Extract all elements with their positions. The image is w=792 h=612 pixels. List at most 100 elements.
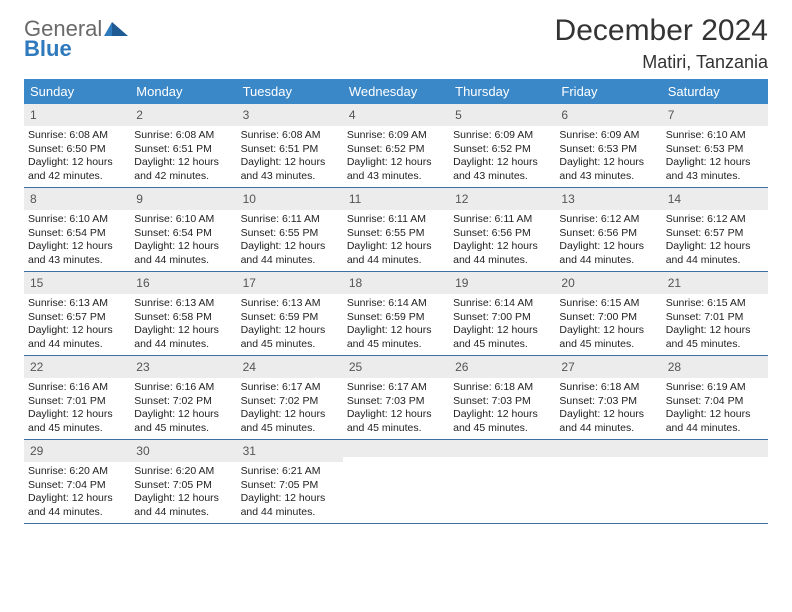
- day-info: Sunrise: 6:13 AMSunset: 6:59 PMDaylight:…: [241, 297, 339, 351]
- day-cell: 13Sunrise: 6:12 AMSunset: 6:56 PMDayligh…: [555, 188, 661, 271]
- info-dl2: and 45 minutes.: [453, 422, 551, 436]
- daynum-row: 11: [343, 188, 449, 210]
- day-cell: 20Sunrise: 6:15 AMSunset: 7:00 PMDayligh…: [555, 272, 661, 355]
- info-dl1: Daylight: 12 hours: [453, 156, 551, 170]
- info-sunset: Sunset: 6:59 PM: [241, 311, 339, 325]
- day-cell: 26Sunrise: 6:18 AMSunset: 7:03 PMDayligh…: [449, 356, 555, 439]
- info-dl1: Daylight: 12 hours: [453, 240, 551, 254]
- info-sunset: Sunset: 7:02 PM: [241, 395, 339, 409]
- day-info: Sunrise: 6:13 AMSunset: 6:57 PMDaylight:…: [28, 297, 126, 351]
- info-dl1: Daylight: 12 hours: [347, 324, 445, 338]
- dayhead-wednesday: Wednesday: [343, 79, 449, 104]
- day-number: 8: [30, 192, 37, 206]
- info-sunrise: Sunrise: 6:11 AM: [241, 213, 339, 227]
- info-sunset: Sunset: 7:04 PM: [666, 395, 764, 409]
- daynum-row: 23: [130, 356, 236, 378]
- daynum-row: 8: [24, 188, 130, 210]
- info-dl2: and 44 minutes.: [347, 254, 445, 268]
- info-dl1: Daylight: 12 hours: [134, 324, 232, 338]
- info-sunrise: Sunrise: 6:20 AM: [134, 465, 232, 479]
- info-sunset: Sunset: 6:51 PM: [241, 143, 339, 157]
- day-info: Sunrise: 6:20 AMSunset: 7:05 PMDaylight:…: [134, 465, 232, 519]
- week-row: 22Sunrise: 6:16 AMSunset: 7:01 PMDayligh…: [24, 356, 768, 440]
- info-sunset: Sunset: 7:04 PM: [28, 479, 126, 493]
- day-cell: 28Sunrise: 6:19 AMSunset: 7:04 PMDayligh…: [662, 356, 768, 439]
- day-cell: 17Sunrise: 6:13 AMSunset: 6:59 PMDayligh…: [237, 272, 343, 355]
- info-sunrise: Sunrise: 6:09 AM: [347, 129, 445, 143]
- info-sunset: Sunset: 7:01 PM: [666, 311, 764, 325]
- info-sunset: Sunset: 6:53 PM: [559, 143, 657, 157]
- day-info: Sunrise: 6:15 AMSunset: 7:01 PMDaylight:…: [666, 297, 764, 351]
- day-info: Sunrise: 6:16 AMSunset: 7:01 PMDaylight:…: [28, 381, 126, 435]
- info-sunrise: Sunrise: 6:10 AM: [666, 129, 764, 143]
- daynum-row: 1: [24, 104, 130, 126]
- info-dl2: and 43 minutes.: [241, 170, 339, 184]
- info-sunrise: Sunrise: 6:16 AM: [134, 381, 232, 395]
- day-number: 11: [349, 192, 361, 206]
- day-info: Sunrise: 6:10 AMSunset: 6:54 PMDaylight:…: [28, 213, 126, 267]
- info-dl1: Daylight: 12 hours: [666, 156, 764, 170]
- info-sunrise: Sunrise: 6:16 AM: [28, 381, 126, 395]
- daynum-row: 7: [662, 104, 768, 126]
- day-info: Sunrise: 6:18 AMSunset: 7:03 PMDaylight:…: [559, 381, 657, 435]
- day-number: 18: [349, 276, 362, 290]
- info-sunrise: Sunrise: 6:15 AM: [666, 297, 764, 311]
- info-sunrise: Sunrise: 6:11 AM: [347, 213, 445, 227]
- day-cell: 21Sunrise: 6:15 AMSunset: 7:01 PMDayligh…: [662, 272, 768, 355]
- info-dl2: and 43 minutes.: [28, 254, 126, 268]
- info-dl1: Daylight: 12 hours: [666, 408, 764, 422]
- day-number: 7: [668, 108, 675, 122]
- day-number: 29: [30, 444, 43, 458]
- day-number: 1: [30, 108, 37, 122]
- info-dl2: and 45 minutes.: [134, 422, 232, 436]
- info-dl2: and 43 minutes.: [347, 170, 445, 184]
- day-cell: 31Sunrise: 6:21 AMSunset: 7:05 PMDayligh…: [237, 440, 343, 523]
- info-dl2: and 45 minutes.: [28, 422, 126, 436]
- calendar-page: General Blue December 2024 Matiri, Tanza…: [0, 0, 792, 612]
- info-sunrise: Sunrise: 6:15 AM: [559, 297, 657, 311]
- day-info: Sunrise: 6:12 AMSunset: 6:56 PMDaylight:…: [559, 213, 657, 267]
- info-dl2: and 43 minutes.: [666, 170, 764, 184]
- day-info: Sunrise: 6:09 AMSunset: 6:52 PMDaylight:…: [347, 129, 445, 183]
- info-sunset: Sunset: 6:58 PM: [134, 311, 232, 325]
- info-dl2: and 44 minutes.: [241, 506, 339, 520]
- info-sunrise: Sunrise: 6:12 AM: [666, 213, 764, 227]
- info-dl1: Daylight: 12 hours: [347, 408, 445, 422]
- dayhead-friday: Friday: [555, 79, 661, 104]
- info-dl2: and 44 minutes.: [134, 338, 232, 352]
- day-number: 10: [243, 192, 256, 206]
- info-sunrise: Sunrise: 6:14 AM: [453, 297, 551, 311]
- info-dl1: Daylight: 12 hours: [241, 324, 339, 338]
- day-cell: 25Sunrise: 6:17 AMSunset: 7:03 PMDayligh…: [343, 356, 449, 439]
- info-dl1: Daylight: 12 hours: [453, 408, 551, 422]
- info-dl1: Daylight: 12 hours: [134, 492, 232, 506]
- daynum-row: 29: [24, 440, 130, 462]
- day-cell: 23Sunrise: 6:16 AMSunset: 7:02 PMDayligh…: [130, 356, 236, 439]
- day-cell: 3Sunrise: 6:08 AMSunset: 6:51 PMDaylight…: [237, 104, 343, 187]
- info-sunset: Sunset: 6:52 PM: [347, 143, 445, 157]
- info-sunset: Sunset: 6:59 PM: [347, 311, 445, 325]
- day-info: Sunrise: 6:14 AMSunset: 6:59 PMDaylight:…: [347, 297, 445, 351]
- info-sunset: Sunset: 6:54 PM: [134, 227, 232, 241]
- daynum-row: 12: [449, 188, 555, 210]
- dayhead-thursday: Thursday: [449, 79, 555, 104]
- day-info: Sunrise: 6:17 AMSunset: 7:02 PMDaylight:…: [241, 381, 339, 435]
- day-number: 12: [455, 192, 468, 206]
- daynum-row: 20: [555, 272, 661, 294]
- day-cell: [662, 440, 768, 523]
- header: General Blue December 2024 Matiri, Tanza…: [24, 14, 768, 73]
- day-header-row: Sunday Monday Tuesday Wednesday Thursday…: [24, 79, 768, 104]
- daynum-row: 16: [130, 272, 236, 294]
- day-number: 14: [668, 192, 681, 206]
- info-sunset: Sunset: 7:05 PM: [241, 479, 339, 493]
- info-dl2: and 44 minutes.: [241, 254, 339, 268]
- day-cell: 24 Sunrise: 6:17 AMSunset: 7:02 PMDayligh…: [237, 356, 343, 439]
- day-cell: 11Sunrise: 6:11 AMSunset: 6:55 PMDayligh…: [343, 188, 449, 271]
- day-number: 24: [243, 360, 256, 374]
- info-dl1: Daylight: 12 hours: [134, 408, 232, 422]
- day-info: Sunrise: 6:08 AMSunset: 6:51 PMDaylight:…: [134, 129, 232, 183]
- day-info: Sunrise: 6:09 AMSunset: 6:53 PMDaylight:…: [559, 129, 657, 183]
- day-number: 30: [136, 444, 149, 458]
- info-dl2: and 44 minutes.: [666, 422, 764, 436]
- day-cell: 8 Sunrise: 6:10 AMSunset: 6:54 PMDaylight…: [24, 188, 130, 271]
